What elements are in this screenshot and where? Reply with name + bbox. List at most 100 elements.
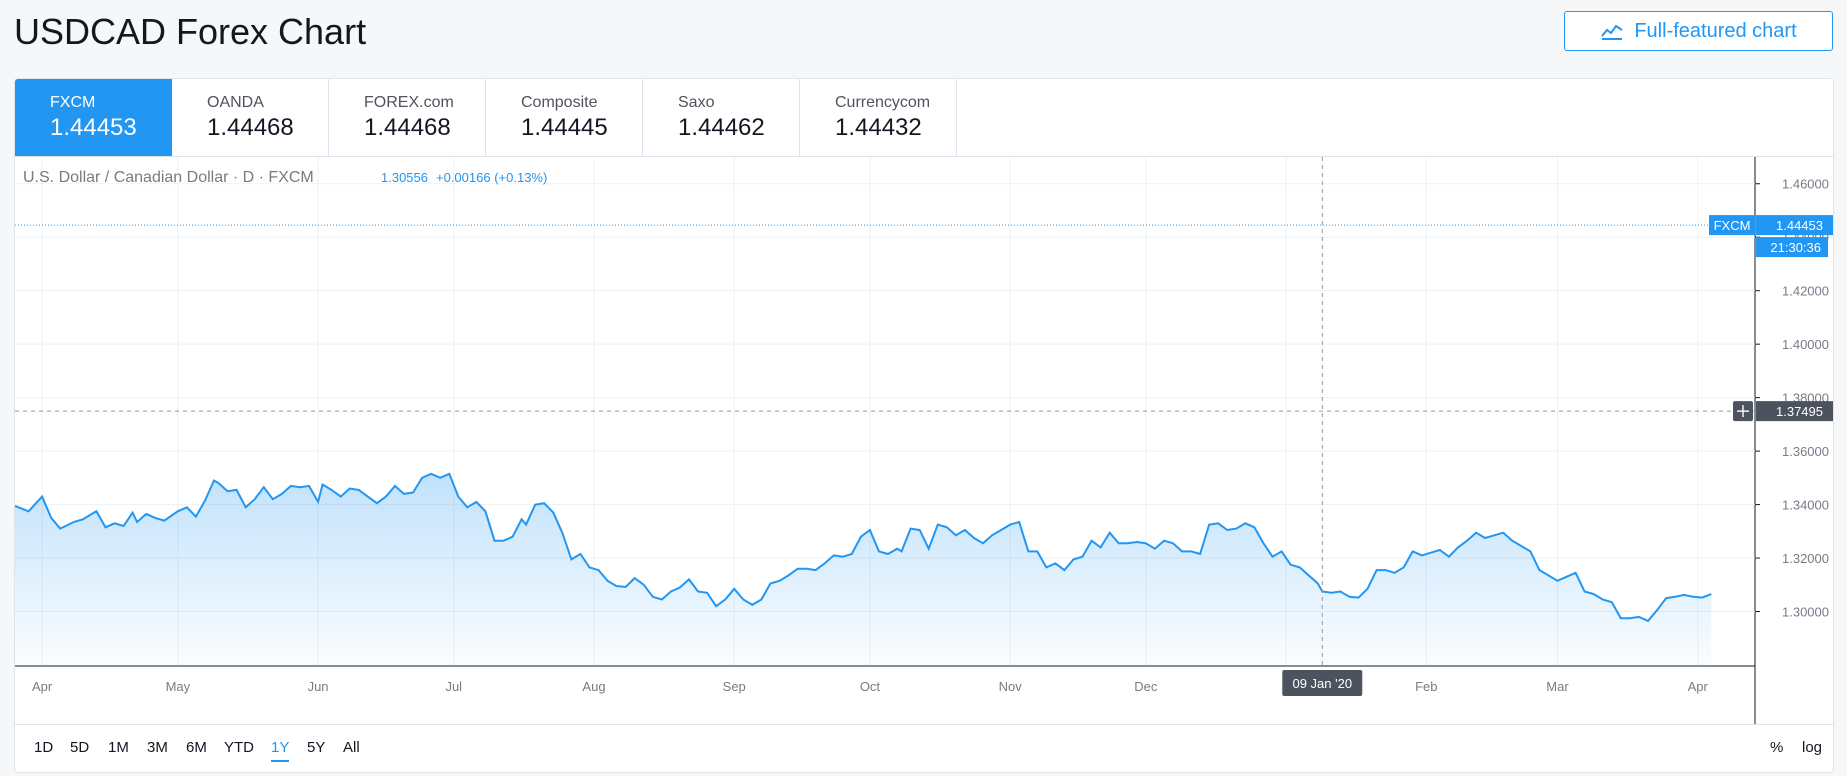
percent-scale-toggle[interactable]: % bbox=[1770, 739, 1784, 756]
data-point bbox=[588, 566, 591, 569]
data-point bbox=[1262, 542, 1265, 545]
data-point bbox=[805, 567, 808, 570]
range-6m[interactable]: 6M bbox=[186, 739, 207, 756]
x-tick-label: Dec bbox=[1134, 679, 1158, 694]
data-point bbox=[787, 574, 790, 577]
data-point bbox=[1036, 550, 1039, 553]
data-point bbox=[262, 486, 265, 489]
data-point bbox=[520, 518, 523, 521]
data-point bbox=[317, 500, 320, 503]
data-point bbox=[1692, 595, 1695, 598]
data-point bbox=[1420, 554, 1423, 557]
range-1y[interactable]: 1Y bbox=[271, 739, 290, 762]
range-5d[interactable]: 5D bbox=[70, 739, 90, 756]
range-ytd[interactable]: YTD bbox=[224, 739, 254, 756]
data-point bbox=[1357, 596, 1360, 599]
x-tick-label: Sep bbox=[723, 679, 746, 694]
range-1m[interactable]: 1M bbox=[108, 739, 129, 756]
tab-currencycom[interactable]: Currencycom 1.44432 bbox=[800, 79, 957, 157]
data-point bbox=[430, 472, 433, 475]
data-point bbox=[1701, 596, 1704, 599]
full-featured-chart-button[interactable]: Full-featured chart bbox=[1564, 11, 1833, 51]
tab-name: FOREX.com bbox=[364, 94, 454, 111]
data-point bbox=[697, 590, 700, 593]
data-point bbox=[796, 567, 799, 570]
x-tick-label: Jun bbox=[308, 679, 329, 694]
data-point bbox=[90, 512, 93, 515]
x-tick-label: Oct bbox=[860, 679, 881, 694]
data-point bbox=[1466, 539, 1469, 542]
data-point bbox=[1438, 549, 1441, 552]
data-point bbox=[1628, 617, 1631, 620]
tab-oanda[interactable]: OANDA 1.44468 bbox=[172, 79, 329, 157]
data-point bbox=[688, 578, 691, 581]
data-point bbox=[991, 534, 994, 537]
range-1d[interactable]: 1D bbox=[34, 739, 54, 756]
data-point bbox=[95, 510, 98, 513]
price-line bbox=[15, 472, 1712, 623]
data-point bbox=[1280, 550, 1283, 553]
data-point bbox=[715, 605, 718, 608]
tab-saxo[interactable]: Saxo 1.44462 bbox=[643, 79, 800, 157]
data-point bbox=[1199, 553, 1202, 556]
data-point bbox=[1529, 550, 1532, 553]
data-point bbox=[403, 492, 406, 495]
source-badge bbox=[1709, 215, 1755, 236]
data-point bbox=[1108, 531, 1111, 534]
legend-change: +0.00166 (+0.13%) bbox=[436, 170, 547, 185]
data-point bbox=[1493, 534, 1496, 537]
data-point bbox=[1619, 617, 1622, 620]
data-point bbox=[1502, 531, 1505, 534]
range-3m[interactable]: 3M bbox=[147, 739, 168, 756]
crosshair-date-label: 09 Jan '20 bbox=[1292, 676, 1352, 691]
data-point bbox=[823, 562, 826, 565]
data-point bbox=[760, 598, 763, 601]
data-point bbox=[1656, 609, 1659, 612]
y-tick-label: 1.32000 bbox=[1782, 551, 1829, 566]
range-5y[interactable]: 5Y bbox=[307, 739, 326, 756]
crosshair-price-label: 1.37495 bbox=[1776, 404, 1823, 419]
data-point bbox=[859, 535, 862, 538]
data-point bbox=[1271, 555, 1274, 558]
data-point bbox=[1348, 595, 1351, 598]
data-point bbox=[918, 529, 921, 532]
data-point bbox=[927, 547, 930, 550]
data-point bbox=[570, 558, 573, 561]
chart-icon bbox=[1601, 24, 1623, 40]
data-point bbox=[194, 515, 197, 518]
tab-name: Currencycom bbox=[835, 94, 931, 111]
price-chart[interactable]: 1.300001.320001.340001.360001.380001.400… bbox=[15, 157, 1834, 724]
data-point bbox=[909, 527, 912, 530]
data-point bbox=[50, 516, 53, 519]
x-tick-label: Apr bbox=[32, 679, 53, 694]
data-point bbox=[1710, 593, 1713, 596]
data-point bbox=[1366, 587, 1369, 590]
data-point bbox=[1574, 571, 1577, 574]
y-tick-label: 1.42000 bbox=[1782, 284, 1829, 299]
range-all[interactable]: All bbox=[343, 739, 360, 756]
data-point bbox=[493, 539, 496, 542]
x-tick-label: Nov bbox=[999, 679, 1023, 694]
data-point bbox=[1511, 539, 1514, 542]
data-point bbox=[832, 554, 835, 557]
tab-name: OANDA bbox=[207, 94, 264, 111]
data-point bbox=[154, 516, 157, 519]
data-point bbox=[1429, 551, 1432, 554]
data-point bbox=[706, 591, 709, 594]
tab-forex-com[interactable]: FOREX.com 1.44468 bbox=[329, 79, 486, 157]
data-point bbox=[1217, 522, 1220, 525]
data-point bbox=[466, 506, 469, 509]
data-point bbox=[1253, 526, 1256, 529]
data-point bbox=[421, 476, 424, 479]
tab-fxcm[interactable]: FXCM 1.44453 bbox=[15, 79, 172, 157]
tab-composite[interactable]: Composite 1.44445 bbox=[486, 79, 643, 157]
data-point bbox=[448, 472, 451, 475]
data-point bbox=[1072, 558, 1075, 561]
full-featured-chart-label: Full-featured chart bbox=[1634, 19, 1797, 42]
tab-price: 1.44445 bbox=[521, 114, 608, 141]
legend-symbol: U.S. Dollar / Canadian Dollar · D · FXCM bbox=[23, 169, 314, 186]
data-point bbox=[204, 499, 207, 502]
log-scale-toggle[interactable]: log bbox=[1802, 739, 1823, 756]
data-point bbox=[131, 511, 134, 514]
